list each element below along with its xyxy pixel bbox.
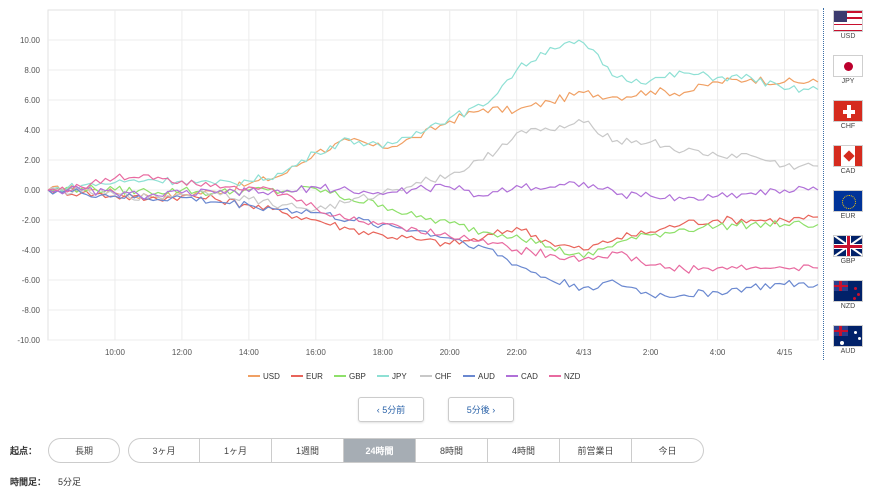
period-option-1[interactable]: 3ヶ月 bbox=[128, 438, 200, 463]
x-tick-label: 16:00 bbox=[306, 348, 327, 357]
series-line-eur bbox=[47, 187, 819, 251]
x-tick-label: 22:00 bbox=[507, 348, 528, 357]
period-option-5[interactable]: 8時間 bbox=[416, 438, 488, 463]
us-flag-icon bbox=[833, 10, 863, 32]
x-tick-label: 10:00 bbox=[105, 348, 126, 357]
currency-flag-chf[interactable]: CHF bbox=[832, 100, 864, 130]
currency-flag-jpy[interactable]: JPY bbox=[832, 55, 864, 85]
flag-code-label: EUR bbox=[840, 213, 856, 220]
period-option-4[interactable]: 24時間 bbox=[344, 438, 416, 463]
y-tick-label: -8.00 bbox=[22, 306, 41, 315]
currency-strength-chart: 10.00 8.00 6.00 4.00 2.00 0.00 -2.00 -4.00 -6.00… bbox=[17, 9, 819, 381]
legend-label-gbp: GBP bbox=[349, 372, 366, 381]
next-5min-button[interactable]: 5分後 › bbox=[448, 397, 514, 422]
x-tick-label: 4/15 bbox=[777, 348, 793, 357]
flag-code-label: GBP bbox=[840, 258, 856, 265]
flag-code-label: USD bbox=[840, 33, 856, 40]
x-tick-label: 18:00 bbox=[373, 348, 394, 357]
ca-flag-icon bbox=[833, 145, 863, 167]
period-option-2[interactable]: 1ヶ月 bbox=[200, 438, 272, 463]
legend-label-cad: CAD bbox=[521, 372, 538, 381]
flag-code-label: NZD bbox=[840, 303, 856, 310]
timeframe-value: 5分足 bbox=[58, 477, 82, 487]
flag-code-label: CAD bbox=[840, 168, 856, 175]
au-flag-icon bbox=[833, 325, 863, 347]
y-tick-label: 8.00 bbox=[24, 66, 40, 75]
series-line-cad bbox=[47, 181, 819, 202]
flag-code-label: JPY bbox=[841, 78, 855, 85]
y-tick-label: 4.00 bbox=[24, 126, 40, 135]
currency-flag-cad[interactable]: CAD bbox=[832, 145, 864, 175]
currency-flag-nzd[interactable]: NZD bbox=[832, 280, 864, 310]
x-tick-label: 2:00 bbox=[643, 348, 659, 357]
gb-flag-icon bbox=[833, 235, 863, 257]
eu-flag-icon bbox=[833, 190, 863, 212]
currency-flag-aud[interactable]: AUD bbox=[832, 325, 864, 355]
legend-label-eur: EUR bbox=[306, 372, 323, 381]
nz-flag-icon bbox=[833, 280, 863, 302]
series-line-jpy bbox=[47, 39, 819, 193]
x-tick-label: 4/13 bbox=[576, 348, 592, 357]
x-tick-label: 14:00 bbox=[239, 348, 260, 357]
currency-flag-eur[interactable]: EUR bbox=[832, 190, 864, 220]
jp-flag-icon bbox=[833, 55, 863, 77]
flag-code-label: CHF bbox=[840, 123, 856, 130]
currency-flag-gbp[interactable]: GBP bbox=[832, 235, 864, 265]
period-option-3[interactable]: 1週間 bbox=[272, 438, 344, 463]
y-tick-label: -2.00 bbox=[22, 216, 41, 225]
period-option-6[interactable]: 4時間 bbox=[488, 438, 560, 463]
y-tick-label: -10.00 bbox=[17, 336, 40, 345]
series-line-usd bbox=[47, 76, 819, 200]
y-tick-label: 2.00 bbox=[24, 156, 40, 165]
prev-5min-button[interactable]: ‹ 5分前 bbox=[358, 397, 424, 422]
y-tick-label: 10.00 bbox=[20, 36, 41, 45]
legend-label-jpy: JPY bbox=[392, 372, 407, 381]
series-line-chf bbox=[47, 119, 819, 213]
currency-flag-usd[interactable]: USD bbox=[832, 10, 864, 40]
y-tick-label: 6.00 bbox=[24, 96, 40, 105]
period-label: 起点： bbox=[10, 446, 38, 456]
series-line-gbp bbox=[47, 184, 819, 259]
y-tick-label: -6.00 bbox=[22, 276, 41, 285]
x-tick-label: 12:00 bbox=[172, 348, 193, 357]
y-tick-label: 0.00 bbox=[24, 186, 40, 195]
period-option-8[interactable]: 今日 bbox=[632, 438, 704, 463]
legend-label-aud: AUD bbox=[478, 372, 495, 381]
period-option-0[interactable]: 長期 bbox=[48, 438, 120, 463]
ch-flag-icon bbox=[833, 100, 863, 122]
legend-label-nzd: NZD bbox=[564, 372, 581, 381]
x-tick-label: 4:00 bbox=[710, 348, 726, 357]
legend-label-chf: CHF bbox=[435, 372, 452, 381]
legend-label-usd: USD bbox=[263, 372, 280, 381]
flag-code-label: AUD bbox=[840, 348, 856, 355]
period-option-7[interactable]: 前営業日 bbox=[560, 438, 632, 463]
currency-flag-column: USD JPY CHF CAD EUR GBP NZD AUD bbox=[823, 8, 874, 360]
y-tick-label: -4.00 bbox=[22, 246, 41, 255]
series-line-nzd bbox=[47, 173, 819, 274]
series-line-aud bbox=[47, 188, 819, 299]
x-tick-label: 20:00 bbox=[440, 348, 461, 357]
timeframe-label: 時間足： bbox=[10, 477, 47, 487]
